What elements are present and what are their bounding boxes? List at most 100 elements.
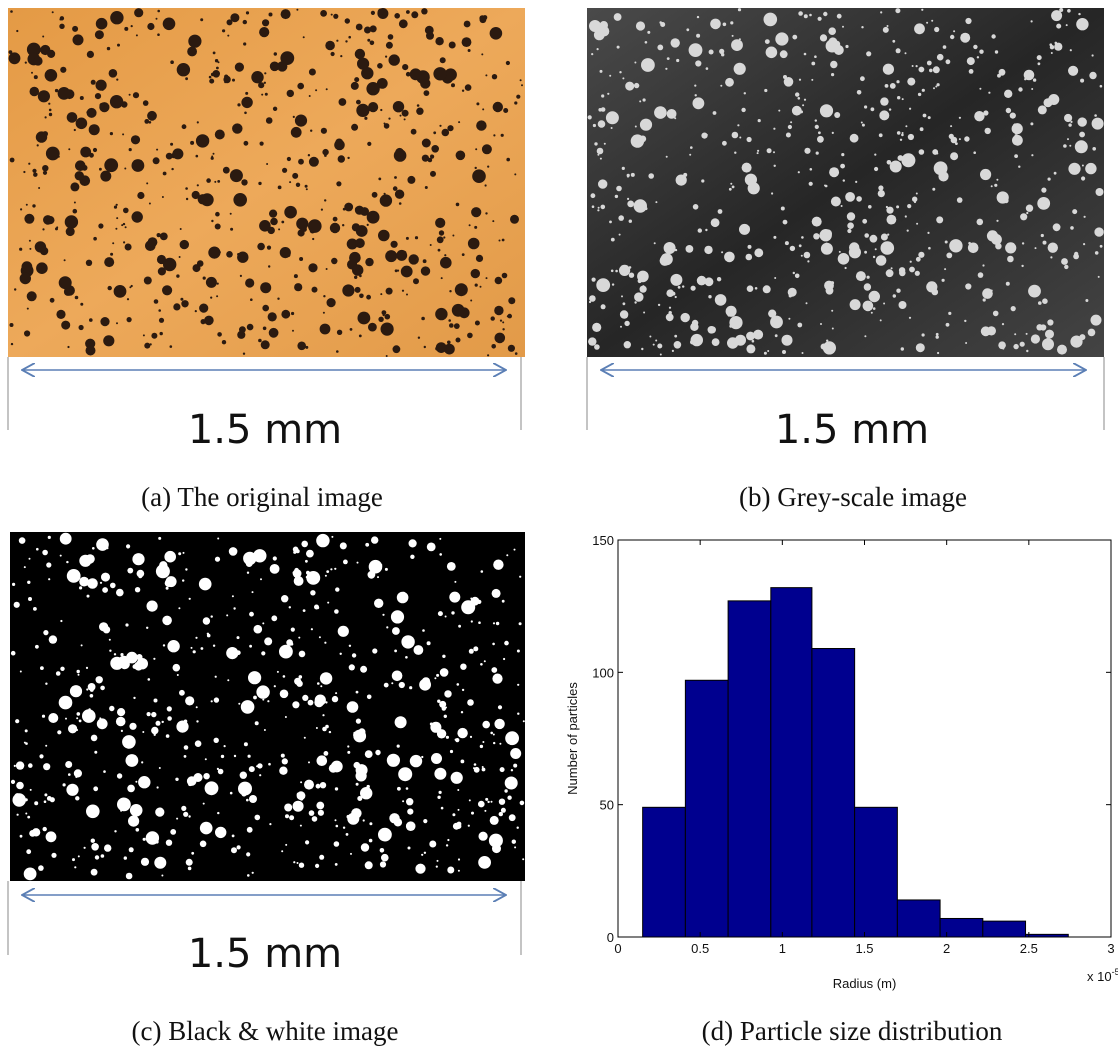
particle	[279, 767, 287, 775]
particle	[430, 171, 436, 177]
particle	[1067, 138, 1069, 140]
particle	[238, 703, 240, 705]
particle	[271, 615, 277, 621]
particle	[340, 55, 342, 57]
particle	[401, 635, 414, 648]
particle	[421, 8, 427, 14]
particle	[880, 319, 882, 321]
particle	[1004, 90, 1012, 98]
particle	[36, 548, 39, 551]
particle	[43, 763, 50, 770]
particle	[950, 35, 954, 39]
particle	[370, 25, 377, 32]
particle	[788, 318, 790, 320]
particle	[359, 294, 364, 299]
particle	[245, 92, 248, 95]
particle	[209, 76, 212, 79]
particle	[599, 26, 610, 37]
particle	[774, 165, 776, 167]
particle	[185, 77, 188, 80]
particle	[369, 839, 373, 843]
particle	[96, 538, 109, 551]
particle	[415, 236, 418, 239]
particle	[42, 550, 48, 556]
particle	[214, 697, 219, 702]
particle	[864, 251, 867, 254]
particle	[260, 142, 264, 146]
particle	[109, 639, 111, 641]
particle	[517, 827, 519, 829]
particle	[74, 129, 76, 131]
particle	[634, 199, 647, 212]
particle	[173, 664, 181, 672]
particle	[125, 623, 128, 626]
particle	[381, 854, 389, 862]
particle	[435, 218, 445, 228]
particle	[392, 627, 400, 635]
particle	[214, 181, 216, 183]
particle	[320, 782, 326, 788]
particle	[1081, 176, 1085, 180]
particle	[331, 258, 337, 264]
particle	[223, 167, 230, 174]
particle	[515, 352, 518, 355]
particle	[957, 197, 963, 203]
particle	[219, 251, 221, 253]
particle	[226, 251, 233, 258]
bar	[728, 601, 771, 937]
particle	[944, 268, 946, 270]
particle	[43, 630, 48, 635]
particle	[644, 274, 647, 277]
particle	[513, 301, 515, 303]
particle	[16, 761, 24, 769]
particle	[600, 70, 603, 73]
particle	[347, 157, 349, 159]
particle	[249, 795, 257, 803]
particle	[1085, 163, 1096, 174]
particle	[323, 12, 326, 15]
particle	[233, 607, 235, 609]
particle	[406, 798, 413, 805]
particle	[25, 813, 27, 815]
particle	[193, 650, 196, 653]
particle	[249, 612, 254, 617]
particle	[200, 841, 207, 848]
particle	[833, 50, 835, 52]
particle	[250, 298, 253, 301]
particle	[199, 578, 212, 591]
particle	[598, 108, 602, 112]
particle	[14, 54, 19, 59]
particle	[1095, 251, 1099, 255]
particle	[830, 61, 837, 68]
particle	[305, 346, 308, 349]
particle	[326, 268, 328, 270]
particle	[828, 27, 836, 35]
particle	[173, 303, 180, 310]
particle	[25, 742, 28, 745]
particle	[352, 653, 356, 657]
particle	[330, 223, 340, 233]
particle	[63, 783, 66, 786]
particle	[42, 165, 48, 171]
particle	[393, 186, 398, 191]
particle	[867, 276, 870, 279]
particle	[709, 50, 714, 55]
particle	[377, 753, 379, 755]
particle	[49, 109, 52, 112]
particle	[398, 767, 412, 781]
particle	[154, 734, 156, 736]
particle	[48, 536, 51, 539]
particle	[44, 800, 47, 803]
particle	[914, 201, 916, 203]
particle	[402, 110, 409, 117]
particle	[1092, 54, 1094, 56]
particle	[262, 21, 265, 24]
particle	[484, 660, 486, 662]
particle	[773, 236, 776, 239]
particle	[182, 579, 184, 581]
particle	[211, 220, 213, 222]
particle	[758, 119, 761, 122]
particle	[297, 791, 306, 800]
particle	[1056, 24, 1061, 29]
particle	[352, 264, 363, 275]
